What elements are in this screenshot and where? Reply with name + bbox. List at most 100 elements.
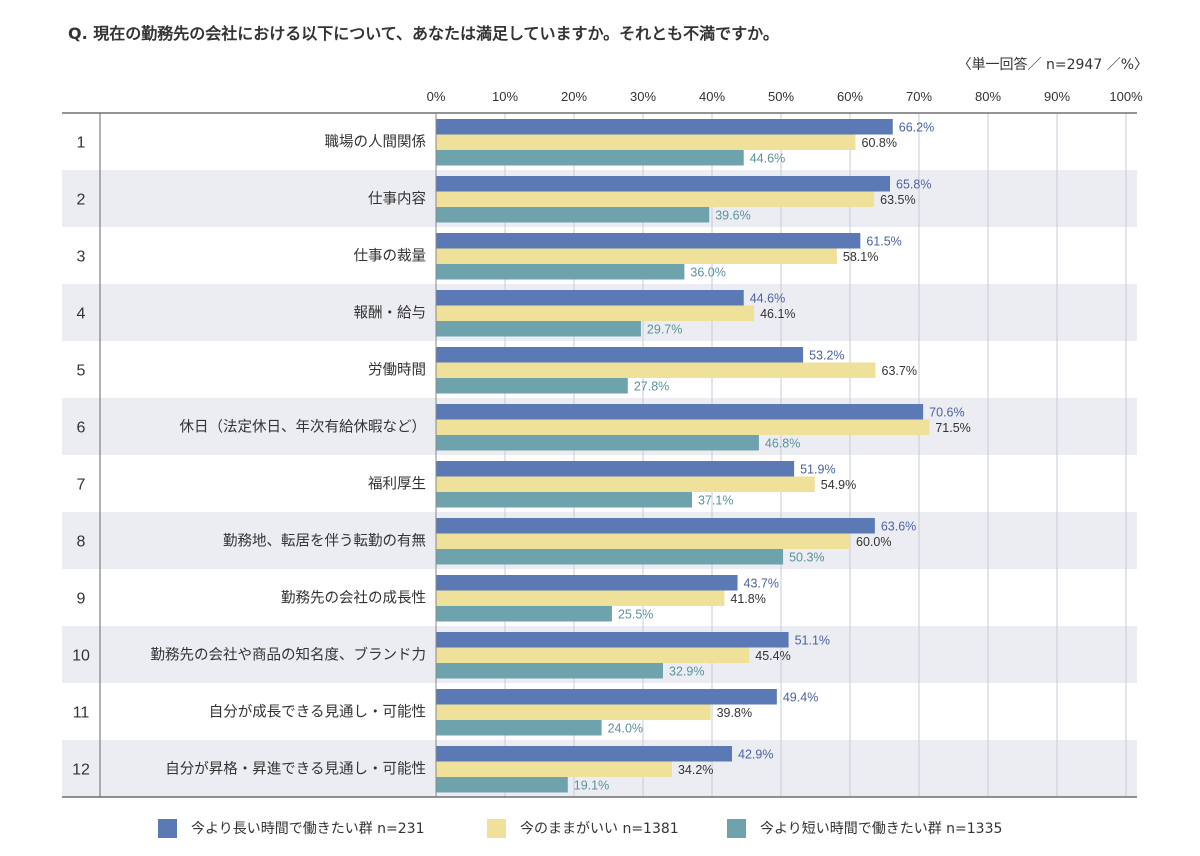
bar-short bbox=[436, 549, 784, 565]
tick-label: 100% bbox=[1109, 89, 1143, 104]
value-label-same: 60.8% bbox=[862, 136, 897, 150]
row-number: 12 bbox=[72, 762, 90, 779]
value-label-short: 39.6% bbox=[715, 208, 750, 222]
bar-long bbox=[436, 461, 795, 477]
bar-long bbox=[436, 347, 804, 363]
bar-long bbox=[436, 632, 789, 648]
category-label: 勤務先の会社の成長性 bbox=[281, 590, 426, 607]
row-number: 1 bbox=[77, 135, 86, 152]
legend-label-long: 今より長い時間で働きたい群 n=231 bbox=[191, 821, 425, 837]
value-label-short: 44.6% bbox=[750, 151, 785, 165]
legend-label-short: 今より短い時間で働きたい群 n=1335 bbox=[760, 821, 1003, 837]
row-number: 8 bbox=[77, 534, 86, 551]
tick-label: 20% bbox=[561, 89, 587, 104]
category-label: 自分が成長できる見通し・可能性 bbox=[209, 704, 426, 721]
value-label-short: 36.0% bbox=[690, 265, 725, 279]
category-label: 報酬・給与 bbox=[354, 305, 427, 322]
bar-same bbox=[436, 476, 815, 492]
value-label-long: 51.1% bbox=[795, 633, 830, 647]
bar-short bbox=[436, 150, 744, 166]
bar-short bbox=[436, 378, 628, 394]
legend-item-short: 今より短い時間で働きたい群 n=1335 bbox=[727, 818, 1002, 838]
value-label-short: 29.7% bbox=[647, 322, 682, 336]
value-label-long: 43.7% bbox=[744, 576, 779, 590]
category-labels: 1 職場の人間関係 2 仕事内容 3 仕事の裁量 4 報酬・給与 5 労働時間 6 休日（法定休日、年… bbox=[72, 134, 426, 779]
category-label: 職場の人間関係 bbox=[325, 134, 427, 151]
bar-long bbox=[436, 233, 861, 249]
tick-label: 70% bbox=[906, 89, 932, 104]
value-label-short: 25.5% bbox=[618, 607, 653, 621]
tick-label: 30% bbox=[630, 89, 656, 104]
bar-long bbox=[436, 746, 733, 762]
value-label-long: 66.2% bbox=[899, 120, 934, 134]
value-label-short: 27.8% bbox=[634, 379, 669, 393]
tick-label: 50% bbox=[768, 89, 794, 104]
value-label-short: 50.3% bbox=[789, 550, 824, 564]
legend-swatch-short bbox=[727, 818, 746, 838]
category-label: 仕事内容 bbox=[368, 191, 426, 208]
value-label-same: 63.7% bbox=[882, 364, 917, 378]
value-label-long: 51.9% bbox=[800, 462, 835, 476]
category-label: 福利厚生 bbox=[368, 476, 426, 493]
gridlines bbox=[504, 113, 1127, 797]
legend-swatch-long bbox=[158, 818, 177, 838]
bar-same bbox=[436, 533, 850, 549]
chart-frame bbox=[62, 112, 1137, 798]
row-number: 7 bbox=[77, 477, 86, 494]
tick-label: 90% bbox=[1044, 89, 1070, 104]
value-label-same: 39.8% bbox=[717, 706, 752, 720]
tick-label: 10% bbox=[492, 89, 518, 104]
data-labels: 66.2%60.8% 44.6% 65.8% 63.5% 39.6% 61.5% 58.1%… bbox=[574, 120, 971, 792]
value-label-same: 45.4% bbox=[755, 649, 790, 663]
bar-short bbox=[436, 720, 602, 736]
value-label-same: 58.1% bbox=[843, 250, 878, 264]
bar-same bbox=[436, 419, 930, 435]
value-label-same: 46.1% bbox=[760, 307, 795, 321]
bar-short bbox=[436, 321, 641, 337]
bar-long bbox=[436, 404, 924, 420]
bar-same bbox=[436, 761, 672, 777]
bar-long bbox=[436, 176, 891, 192]
value-label-same: 71.5% bbox=[935, 421, 970, 435]
value-label-short: 37.1% bbox=[698, 493, 733, 507]
value-label-long: 53.2% bbox=[809, 348, 844, 362]
bar-same bbox=[436, 305, 755, 321]
bars bbox=[436, 119, 930, 793]
category-label: 自分が昇格・昇進できる見通し・可能性 bbox=[165, 761, 426, 778]
value-label-short: 46.8% bbox=[765, 436, 800, 450]
bar-short bbox=[436, 264, 685, 280]
bar-long bbox=[436, 518, 875, 534]
bar-chart: 0% 10% 20% 30% 40% 50% 60% 70% 80% 90% 100% 66.2%6… bbox=[62, 89, 1143, 798]
tick-label: 60% bbox=[837, 89, 863, 104]
value-label-short: 19.1% bbox=[574, 778, 609, 792]
bar-long bbox=[436, 290, 744, 306]
value-label-same: 34.2% bbox=[678, 763, 713, 777]
value-label-short: 24.0% bbox=[608, 721, 643, 735]
row-number: 6 bbox=[77, 420, 86, 437]
legend: 今より長い時間で働きたい群 n=231 今のままがいい n=1381 今より短い… bbox=[0, 814, 1200, 844]
row-number: 5 bbox=[77, 363, 86, 380]
bar-same bbox=[436, 134, 856, 150]
bar-same bbox=[436, 704, 711, 720]
bar-short bbox=[436, 606, 612, 622]
chart-note: 〈単一回答／ n=2947 ／%〉 bbox=[957, 57, 1148, 73]
value-label-same: 60.0% bbox=[856, 535, 891, 549]
legend-item-same: 今のままがいい n=1381 bbox=[487, 818, 679, 838]
row-number: 9 bbox=[77, 591, 86, 608]
bar-long bbox=[436, 575, 738, 591]
chart-title: Q. 現在の勤務先の会社における以下について、あなたは満足していますか。それとも… bbox=[68, 24, 779, 43]
value-label-same: 41.8% bbox=[730, 592, 765, 606]
value-label-same: 63.5% bbox=[880, 193, 915, 207]
legend-swatch-same bbox=[487, 818, 506, 838]
value-label-long: 70.6% bbox=[929, 405, 964, 419]
value-label-long: 44.6% bbox=[750, 291, 785, 305]
bar-same bbox=[436, 248, 837, 264]
bar-short bbox=[436, 663, 664, 679]
row-number: 4 bbox=[77, 306, 86, 323]
category-label: 労働時間 bbox=[368, 362, 426, 379]
category-label: 勤務地、転居を伴う転勤の有無 bbox=[223, 533, 426, 550]
bar-long bbox=[436, 119, 893, 135]
bar-long bbox=[436, 689, 777, 705]
value-label-long: 65.8% bbox=[896, 177, 931, 191]
row-number: 3 bbox=[77, 249, 86, 266]
